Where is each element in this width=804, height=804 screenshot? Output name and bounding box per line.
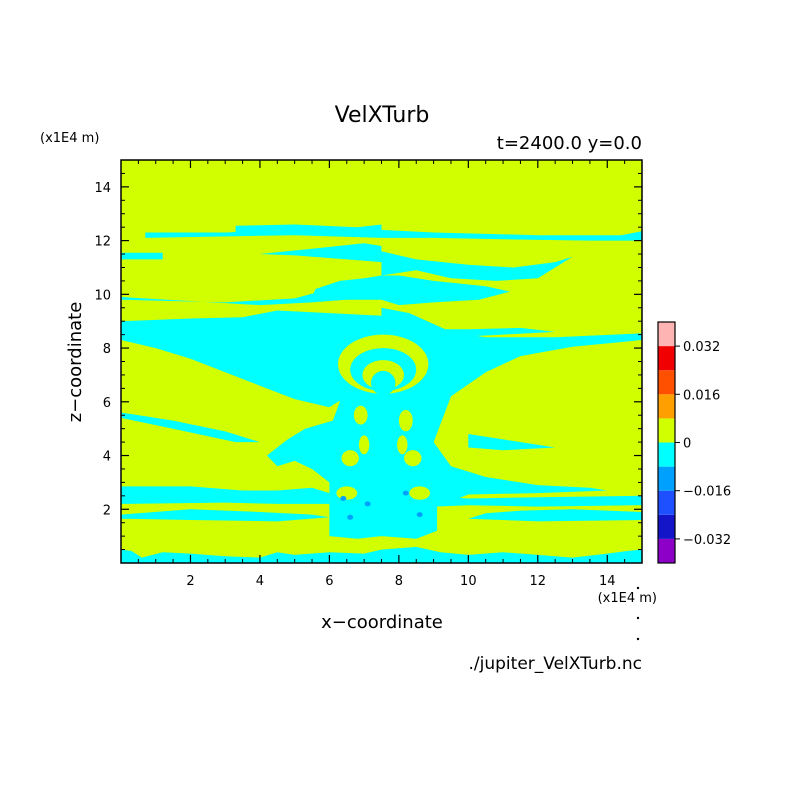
- y-tick-label: 14: [94, 181, 111, 196]
- field-region: [468, 509, 642, 522]
- field-region: [121, 310, 382, 408]
- field-region: [121, 546, 642, 563]
- colorbar-swatch: [658, 322, 675, 347]
- colorbar-swatch: [658, 442, 675, 467]
- field-feature: [404, 450, 422, 467]
- field-feature: [358, 435, 370, 455]
- field-spot: [416, 512, 423, 518]
- field-spot: [347, 514, 354, 520]
- field-region: [381, 251, 573, 281]
- field-feature: [409, 486, 431, 500]
- x-axis-unit: (x1E4 m): [598, 591, 657, 606]
- field-feature: [398, 409, 413, 432]
- field-region: [121, 509, 330, 522]
- marker-dot: [636, 616, 640, 620]
- chart-title: VelXTurb: [335, 103, 430, 128]
- field-region: [433, 495, 642, 507]
- colorbar-swatch: [658, 514, 675, 539]
- field-feature: [341, 450, 359, 467]
- colorbar-swatch: [658, 466, 675, 491]
- plot-area: [121, 160, 642, 563]
- x-tick-label: 2: [186, 574, 194, 589]
- colorbar-swatch: [658, 370, 675, 395]
- colorbar-tick-label: 0: [683, 437, 691, 452]
- field-region: [121, 252, 163, 260]
- y-axis-unit: (x1E4 m): [40, 131, 99, 146]
- y-tick-label: 6: [103, 396, 111, 411]
- colorbar-tick-label: −0.016: [683, 485, 731, 500]
- field-region: [235, 224, 382, 233]
- field-region: [416, 327, 556, 338]
- colorbar-swatch: [658, 346, 675, 371]
- colorbar-swatch: [658, 490, 675, 515]
- field-region: [121, 412, 260, 443]
- marker-dot: [636, 586, 640, 590]
- field-feature: [397, 435, 408, 455]
- field-region: [121, 486, 330, 504]
- field-spot: [364, 501, 371, 507]
- y-tick-label: 8: [103, 342, 111, 357]
- field-region: [259, 243, 382, 263]
- y-axis-ticks: 2 4 6 8 10 12 14: [94, 172, 642, 551]
- field-spot: [402, 490, 409, 496]
- x-tick-label: 4: [256, 574, 264, 589]
- field-feature: [353, 405, 368, 425]
- chart-subtitle: t=2400.0 y=0.0: [497, 133, 642, 154]
- source-filename: ./jupiter_VelXTurb.nc: [469, 654, 642, 674]
- x-tick-label: 8: [395, 574, 403, 589]
- colorbar-tick-label: 0.032: [683, 340, 720, 355]
- y-tick-label: 2: [103, 503, 111, 518]
- field-negative-regions: [121, 224, 642, 563]
- decorative-dots: [636, 586, 640, 641]
- x-axis-ticks: 2 4 6 8 10 12 14: [137, 160, 626, 589]
- field-region: [312, 275, 510, 306]
- colorbar-tick-label: 0.016: [683, 388, 720, 403]
- field-spot: [340, 496, 347, 501]
- field-region: [381, 307, 642, 539]
- colorbar-swatch: [658, 538, 675, 563]
- y-tick-label: 12: [94, 235, 111, 250]
- x-axis-label: x−coordinate: [321, 612, 443, 633]
- colorbar-swatch: [658, 394, 675, 419]
- field-feature: [336, 486, 358, 500]
- field-region: [121, 278, 382, 306]
- y-axis-label: z−coordinate: [65, 302, 86, 423]
- colorbar-labels: 0.032 0.016 0 −0.016 −0.032: [683, 340, 731, 548]
- y-tick-label: 4: [103, 450, 111, 465]
- x-tick-label: 6: [325, 574, 333, 589]
- field-region: [145, 229, 642, 241]
- x-tick-label: 10: [460, 574, 477, 589]
- x-tick-label: 14: [599, 574, 616, 589]
- field-region: [468, 434, 556, 451]
- colorbar-tick-label: −0.032: [683, 533, 731, 548]
- field-feature: [371, 370, 396, 396]
- colorbar-swatch: [658, 418, 675, 443]
- marker-dot: [636, 637, 640, 641]
- x-tick-label: 12: [530, 574, 547, 589]
- colorbar: [657, 321, 680, 564]
- y-tick-label: 10: [94, 288, 111, 303]
